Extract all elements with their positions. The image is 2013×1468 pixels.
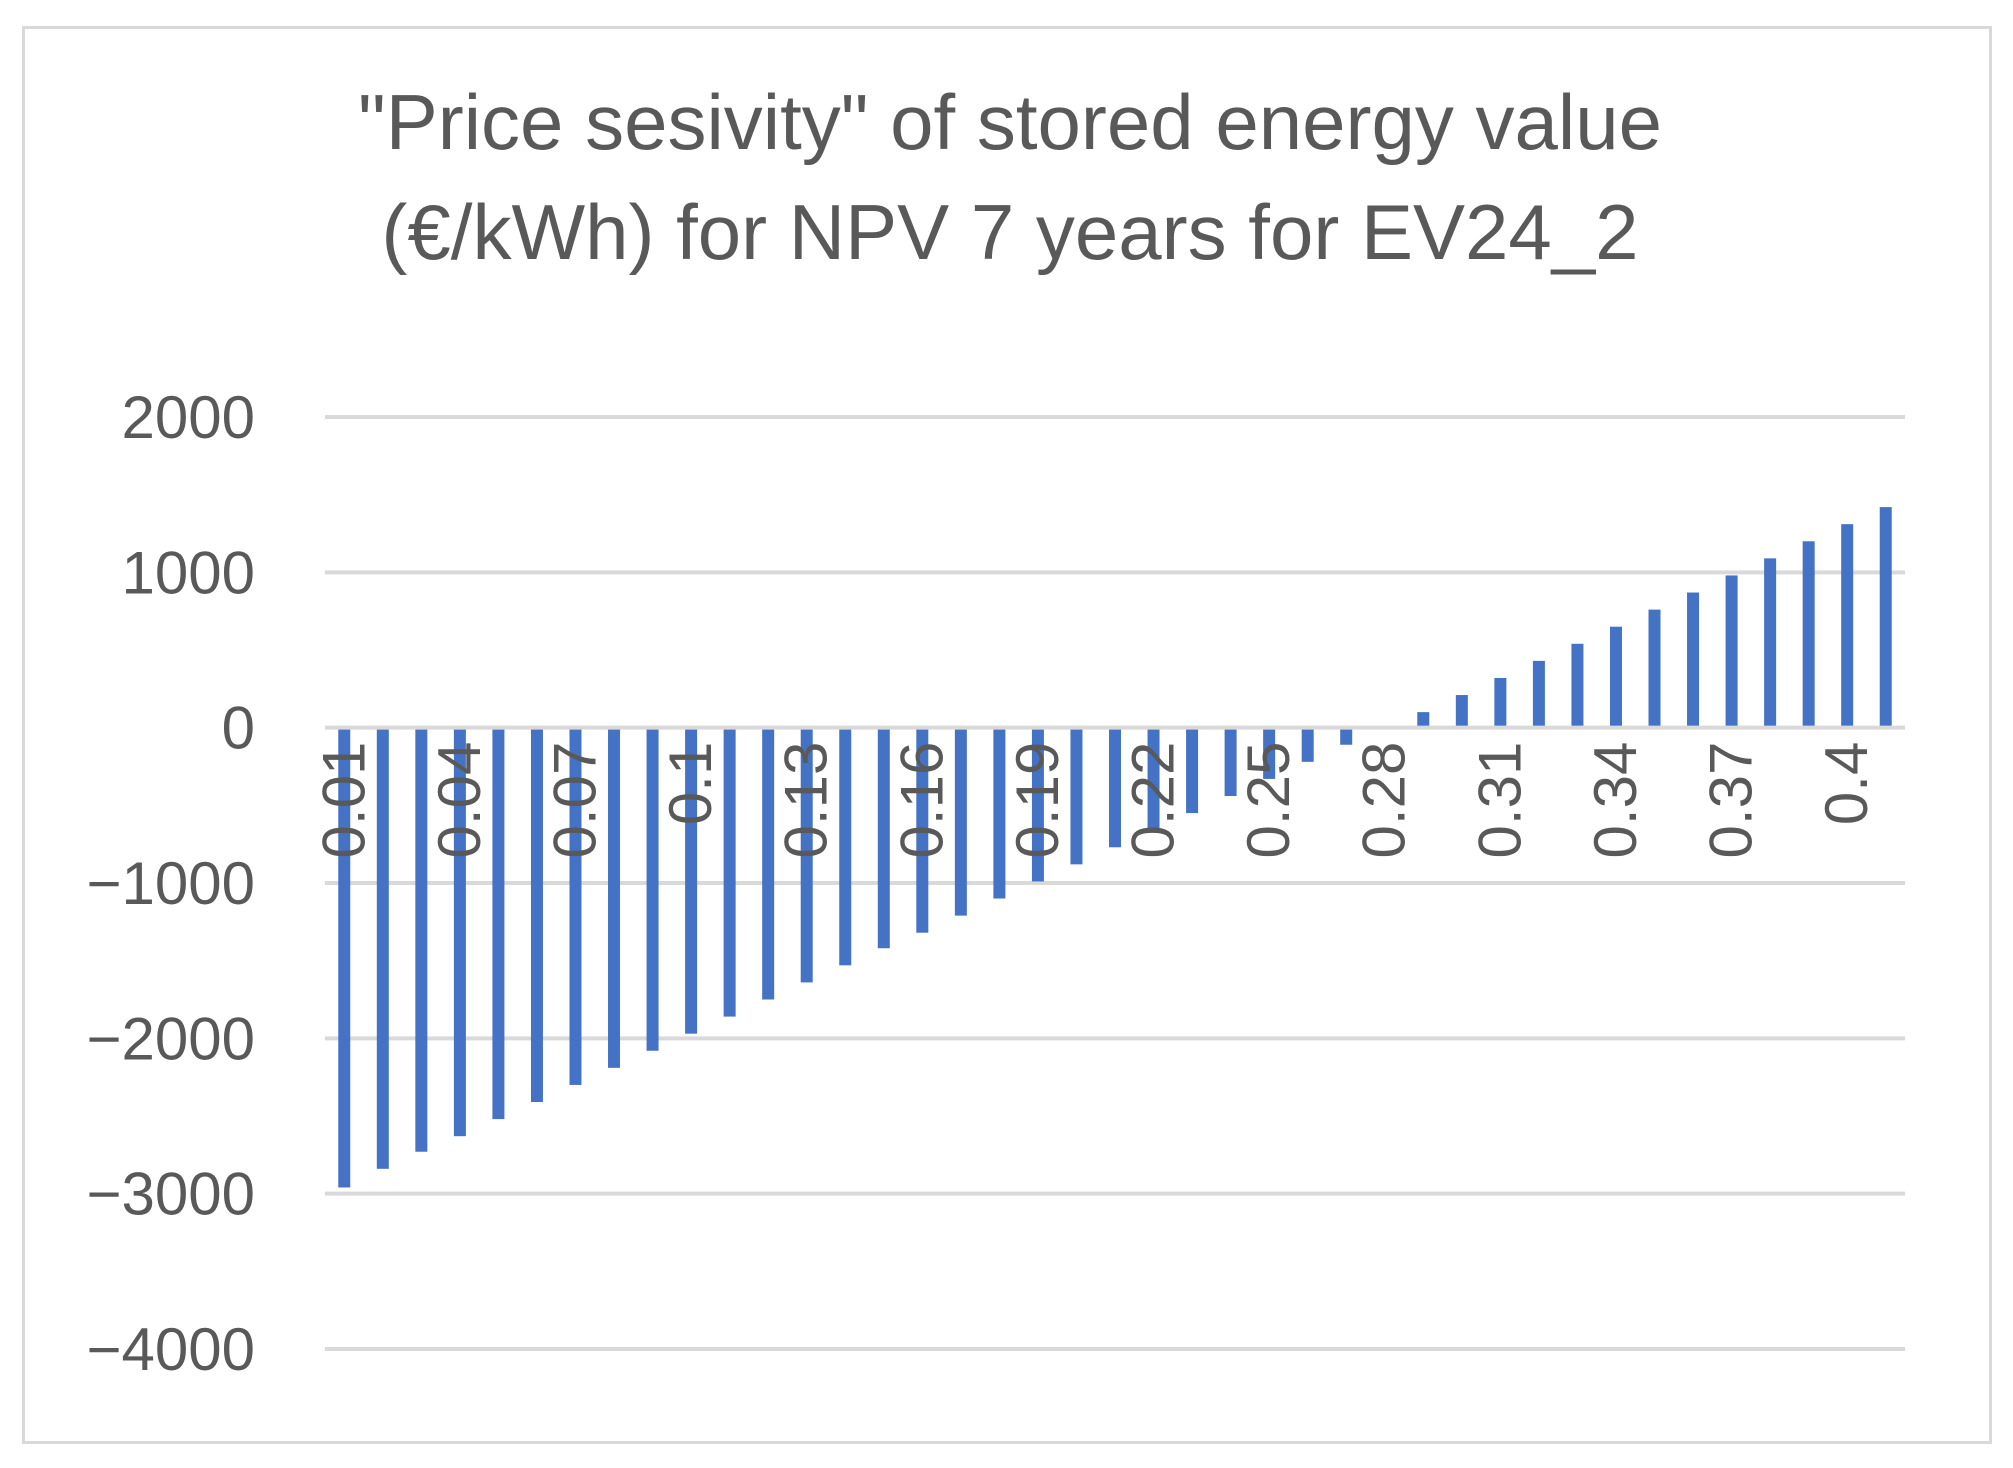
bar-0.14 bbox=[839, 727, 852, 966]
x-tick-label: 0.4 bbox=[1813, 742, 1880, 825]
bar-0.06 bbox=[530, 727, 543, 1103]
bar-0.09 bbox=[646, 727, 659, 1051]
bar-0.04 bbox=[453, 727, 466, 1137]
bar-0.38 bbox=[1764, 558, 1777, 728]
chart-svg: "Price sesivity" of stored energy value … bbox=[86, 78, 1905, 1383]
bar-0.07 bbox=[569, 727, 582, 1085]
x-tick-label: 0.34 bbox=[1582, 742, 1649, 859]
x-tick-label: 0.04 bbox=[426, 742, 493, 859]
y-tick-label: −2000 bbox=[86, 1005, 255, 1072]
bar-0.08 bbox=[608, 727, 621, 1068]
bar-0.24 bbox=[1224, 727, 1237, 797]
y-tick-label: −4000 bbox=[86, 1316, 255, 1383]
bar-0.15 bbox=[877, 727, 890, 949]
bar-0.3 bbox=[1455, 695, 1468, 728]
x-axis-category-labels: 0.01 0.04 0.07 0.1 0.13 0.16 0.19 0.22 0.25 0.28 0… bbox=[310, 742, 1880, 859]
x-tick-label: 0.07 bbox=[541, 742, 608, 859]
bar-0.2 bbox=[1070, 727, 1083, 865]
bar-0.37 bbox=[1725, 575, 1738, 728]
bar-0.22 bbox=[1147, 727, 1160, 831]
bar-0.31 bbox=[1494, 677, 1507, 728]
x-tick-label: 0.1 bbox=[657, 742, 724, 825]
bar-0.35 bbox=[1648, 609, 1661, 728]
bar-0.39 bbox=[1802, 541, 1815, 728]
y-tick-label: 2000 bbox=[122, 384, 255, 451]
x-tick-label: 0.01 bbox=[310, 742, 377, 859]
bar-0.32 bbox=[1532, 660, 1545, 728]
y-tick-label: 1000 bbox=[122, 539, 255, 606]
y-axis-tick-labels: 2000 1000 0 −1000 −2000 −3000 −4000 bbox=[86, 384, 255, 1383]
bar-0.03 bbox=[415, 727, 428, 1152]
bar-0.41 bbox=[1879, 507, 1892, 728]
chart-title-line-2: (€/kWh) for NPV 7 years for EV24_2 bbox=[381, 188, 1638, 276]
y-tick-label: −1000 bbox=[86, 850, 255, 917]
x-tick-label: 0.25 bbox=[1235, 742, 1302, 859]
x-tick-label: 0.19 bbox=[1004, 742, 1071, 859]
bar-0.02 bbox=[376, 727, 389, 1169]
x-tick-label: 0.37 bbox=[1698, 742, 1765, 859]
gridlines bbox=[325, 415, 1905, 1351]
bar-0.29 bbox=[1417, 712, 1430, 728]
bar-0.13 bbox=[800, 727, 813, 983]
bar-0.34 bbox=[1609, 626, 1622, 728]
bar-0.12 bbox=[762, 727, 775, 1000]
bar-0.17 bbox=[954, 727, 967, 916]
chart-frame: "Price sesivity" of stored energy value … bbox=[22, 26, 1992, 1444]
bar-0.4 bbox=[1841, 524, 1854, 728]
bar-0.36 bbox=[1687, 592, 1700, 728]
bar-0.27 bbox=[1340, 727, 1353, 745]
x-tick-label: 0.13 bbox=[773, 742, 840, 859]
bar-0.33 bbox=[1571, 643, 1584, 728]
bar-0.16 bbox=[916, 727, 929, 933]
bar-0.26 bbox=[1301, 727, 1314, 762]
bar-0.05 bbox=[492, 727, 505, 1120]
bar-0.25 bbox=[1263, 727, 1276, 779]
bar-0.18 bbox=[993, 727, 1006, 899]
bar-0.1 bbox=[685, 727, 698, 1034]
x-tick-label: 0.28 bbox=[1351, 742, 1418, 859]
bar-0.19 bbox=[1031, 727, 1044, 882]
x-tick-label: 0.16 bbox=[888, 742, 955, 859]
bar-0.01 bbox=[338, 727, 351, 1188]
bar-0.11 bbox=[723, 727, 736, 1017]
bar-0.21 bbox=[1109, 727, 1121, 848]
bar-0.23 bbox=[1186, 727, 1199, 814]
x-tick-label: 0.31 bbox=[1466, 742, 1533, 859]
y-tick-label: 0 bbox=[222, 695, 255, 762]
y-tick-label: −3000 bbox=[86, 1161, 255, 1228]
chart-title-line-1: "Price sesivity" of stored energy value bbox=[358, 78, 1662, 166]
x-tick-label: 0.22 bbox=[1120, 742, 1187, 859]
bars bbox=[338, 507, 1892, 1188]
chart-title: "Price sesivity" of stored energy value … bbox=[358, 78, 1662, 276]
